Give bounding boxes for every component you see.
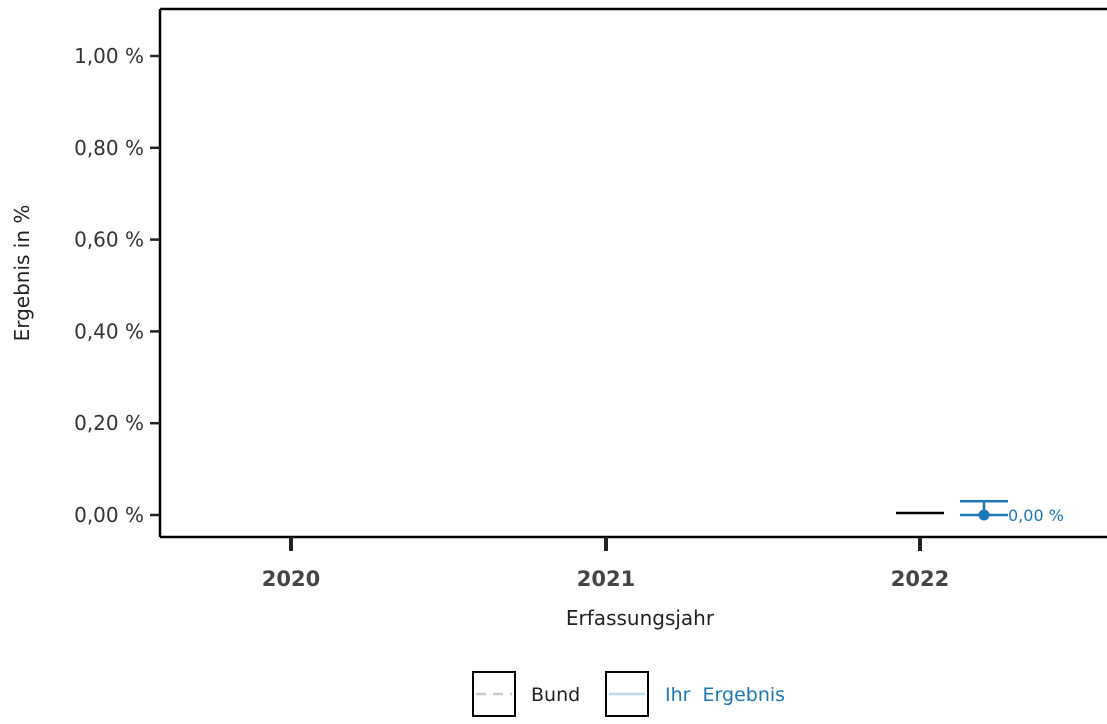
y-tick-label: 0,00 % [74,503,144,527]
y-tick-label: 0,40 % [74,319,144,343]
x-axis-ticks: 2020 2021 2022 [262,537,949,591]
chart-marks: 0,00 % [896,499,1064,525]
y-tick-label: 1,00 % [74,44,144,68]
x-axis-title: Erfassungsjahr [566,606,715,630]
y-axis-title: Ergebnis in % [10,205,34,342]
ihr-ergebnis-point [978,509,990,521]
x-tick-label: 2022 [891,567,949,591]
y-tick-label: 0,60 % [74,228,144,252]
y-axis-ticks: 0,00 % 0,20 % 0,40 % 0,60 % 0,80 % 1,00 % [74,44,160,527]
legend-label-ihr-ergebnis: Ihr Ergebnis [665,684,785,706]
y-tick-label: 0,80 % [74,136,144,160]
plot-panel [158,7,1107,539]
legend: Bund Ihr Ergebnis [472,671,785,717]
ihr-ergebnis-data-label: 0,00 % [1008,506,1064,525]
legend-label-bund: Bund [531,684,580,706]
x-tick-label: 2020 [262,567,320,591]
y-tick-label: 0,20 % [74,411,144,435]
x-tick-label: 2021 [577,567,635,591]
